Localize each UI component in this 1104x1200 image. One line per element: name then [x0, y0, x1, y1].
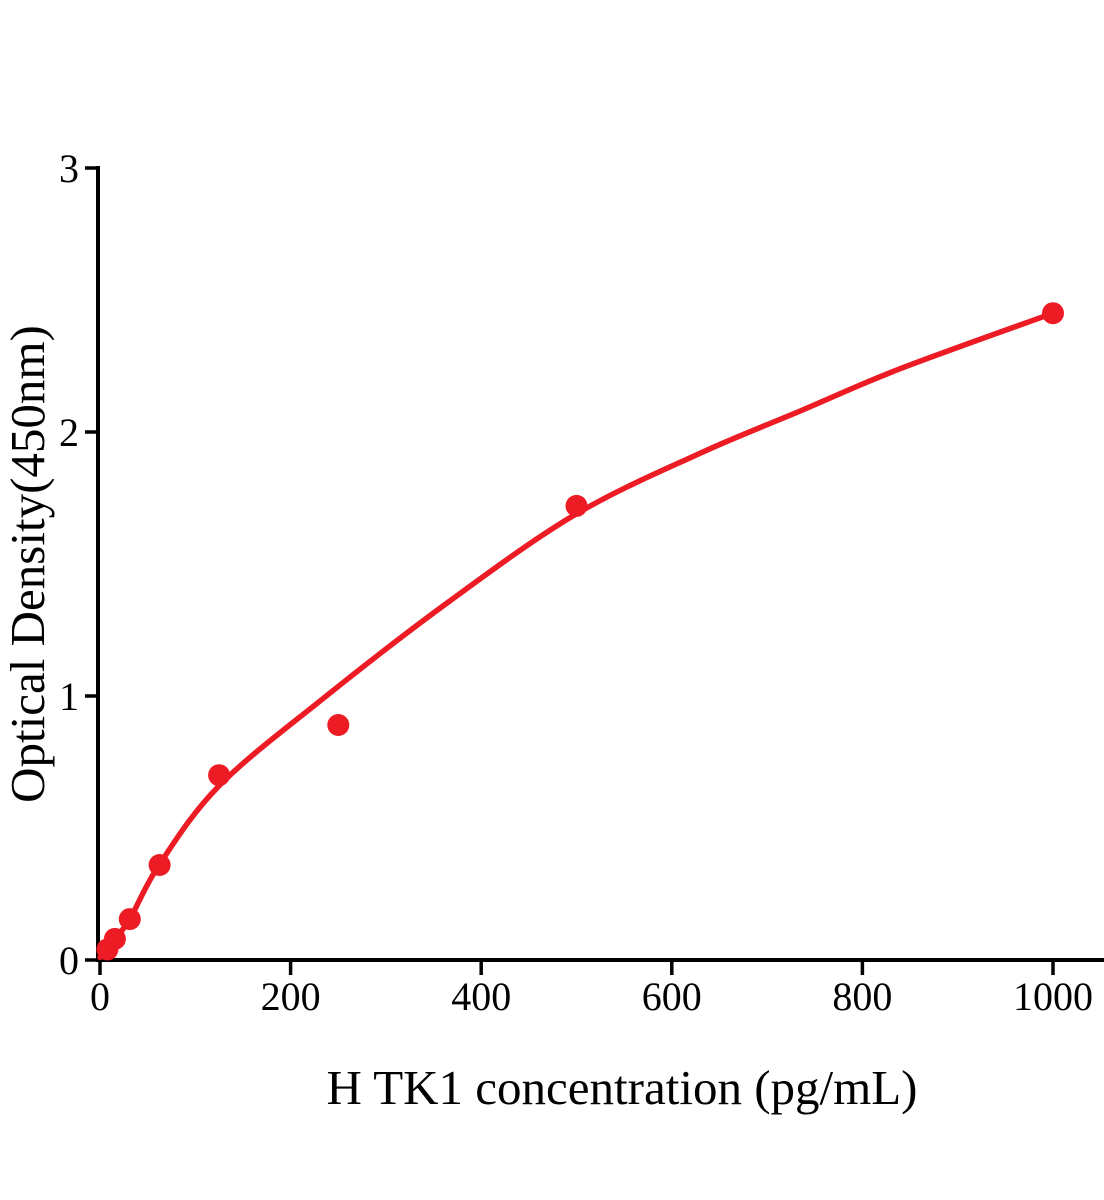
tick-layer: 0 200 400 600 800 1000 0 1 2 3 [59, 146, 1093, 1019]
x-tick-label: 0 [90, 974, 110, 1019]
fit-curve-line [97, 310, 1056, 961]
x-tick-label: 1000 [1013, 974, 1093, 1019]
data-point [148, 854, 171, 876]
y-tick-label: 1 [59, 674, 79, 719]
x-tick-label: 800 [832, 974, 892, 1019]
series-layer [96, 302, 1064, 961]
y-tick-label: 0 [59, 938, 79, 983]
y-tick-label: 3 [59, 146, 79, 191]
data-point [327, 714, 350, 736]
axes-layer [96, 166, 1104, 962]
data-point [208, 764, 231, 787]
data-point [565, 494, 588, 517]
x-tick-label: 400 [451, 974, 511, 1019]
data-point [118, 908, 141, 931]
y-tick-label: 2 [59, 410, 79, 455]
y-axis-title: Optical Density(450nm) [0, 325, 55, 803]
x-axis-title: H TK1 concentration (pg/mL) [326, 1060, 917, 1115]
x-tick-label: 600 [642, 974, 702, 1019]
data-point [1042, 302, 1064, 325]
x-tick-label: 200 [261, 974, 321, 1019]
data-point [103, 927, 126, 950]
